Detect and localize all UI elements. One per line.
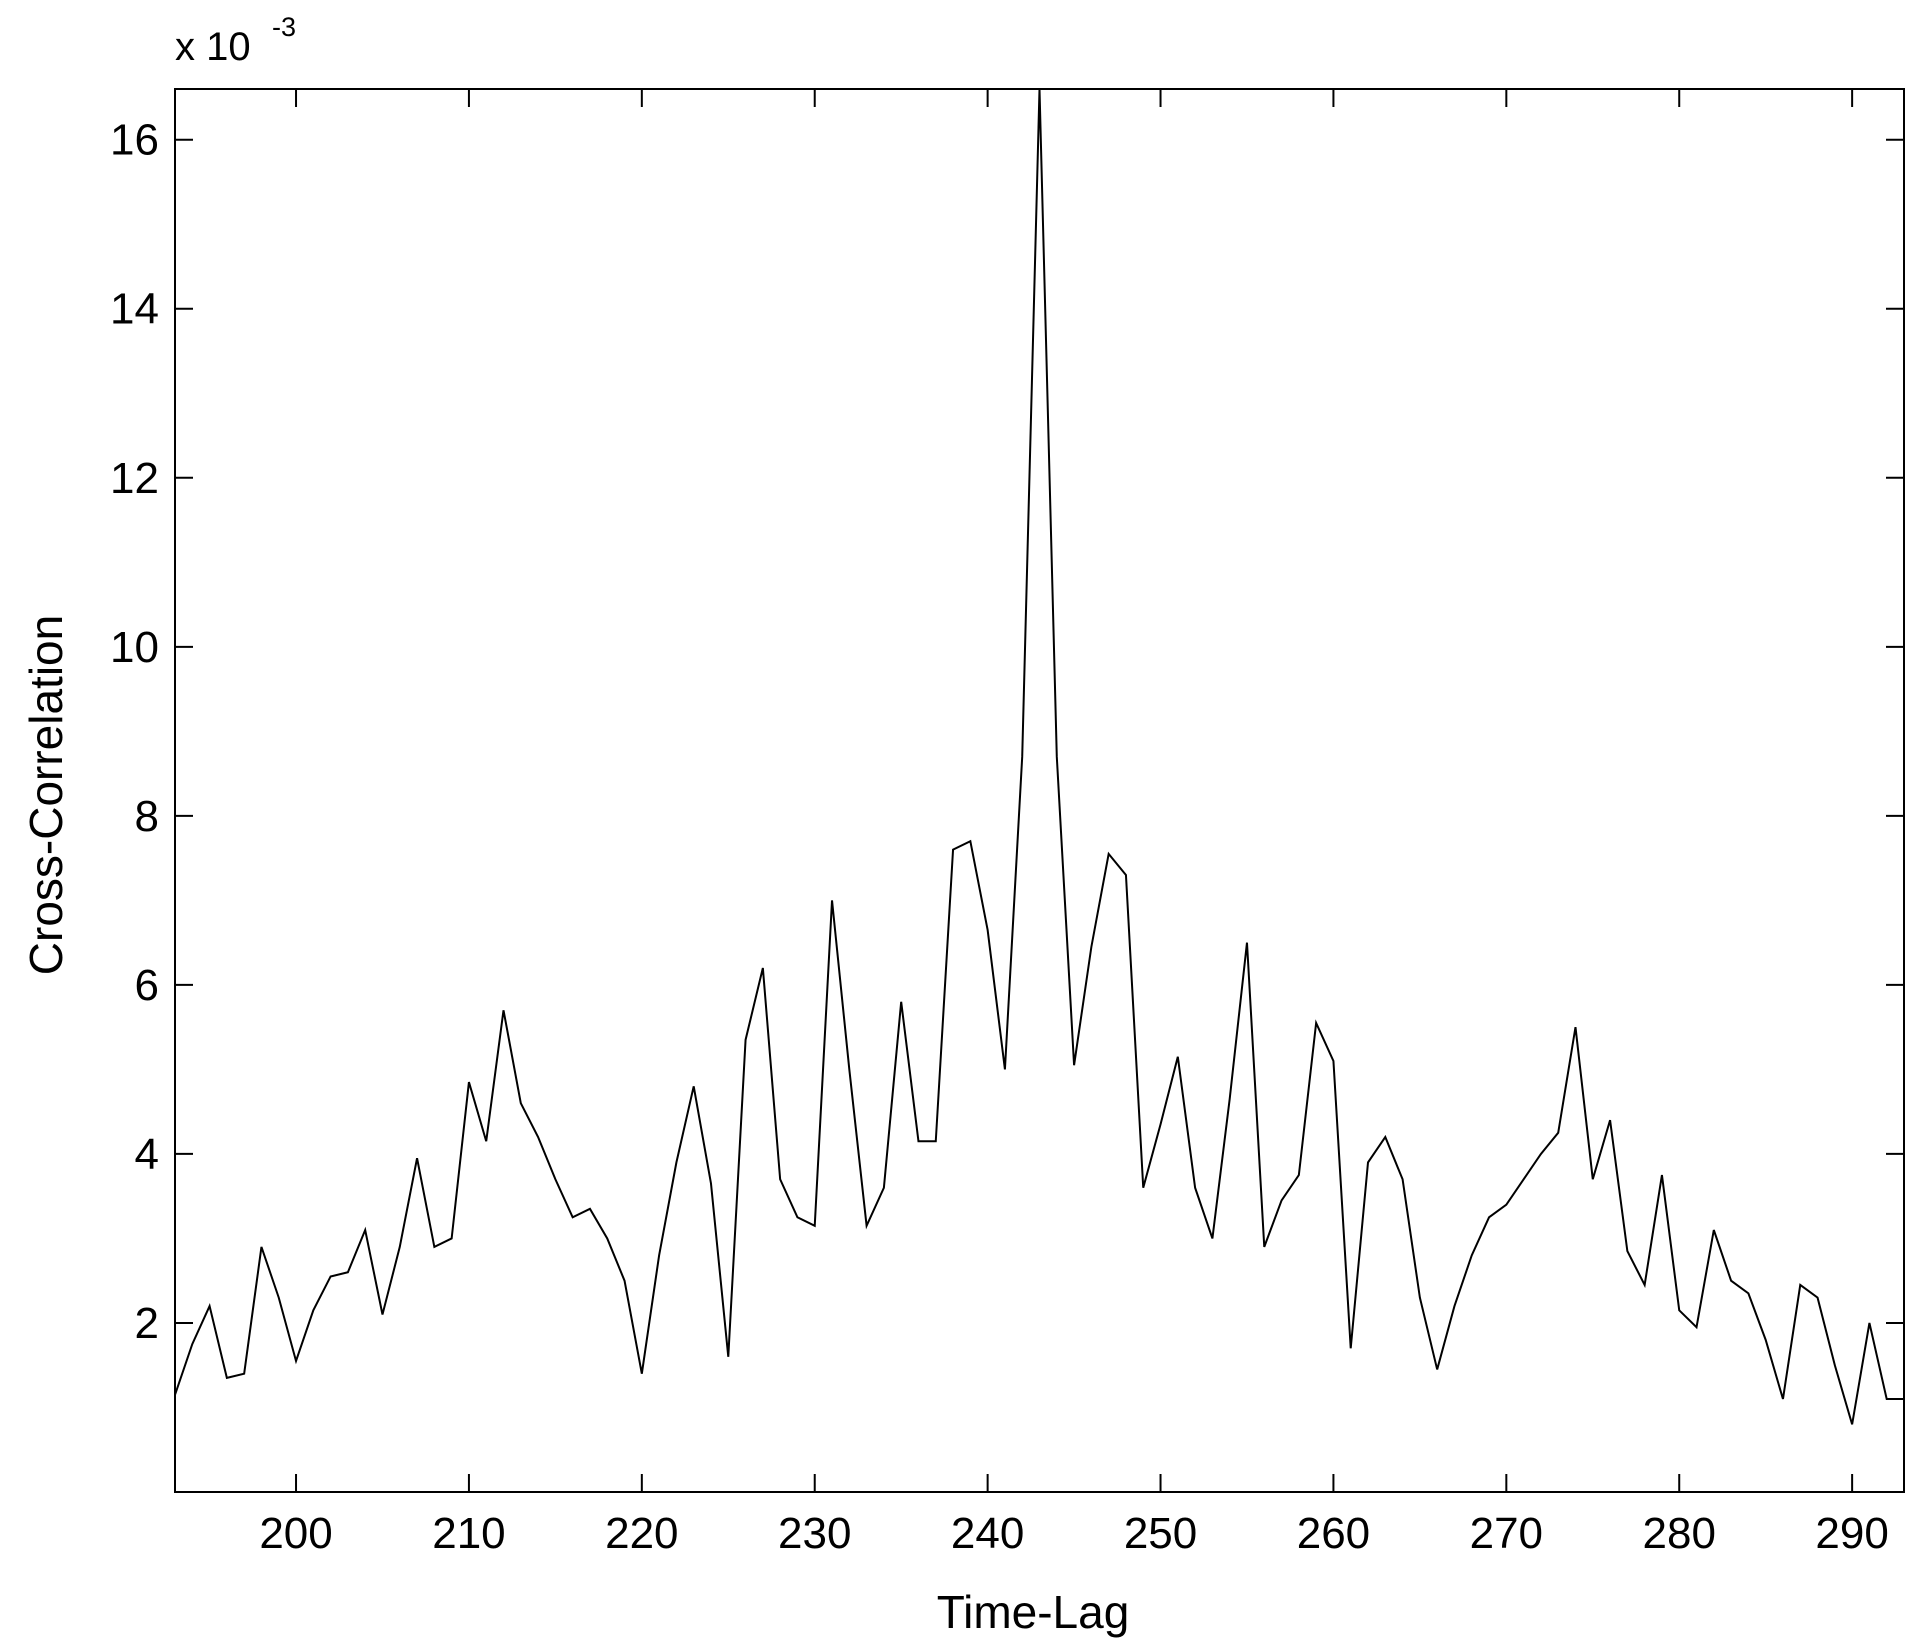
y-exponent: -3 — [272, 12, 296, 42]
y-tick-label: 10 — [110, 623, 159, 672]
x-tick-label: 200 — [259, 1509, 332, 1558]
x-tick-label: 230 — [778, 1509, 851, 1558]
data-line — [174, 88, 1904, 1425]
y-tick-label: 16 — [110, 116, 159, 165]
x-tick-label: 290 — [1815, 1509, 1888, 1558]
x-tick-label: 220 — [605, 1509, 678, 1558]
x-tick-label: 280 — [1643, 1509, 1716, 1558]
x-axis-label: Time-Lag — [937, 1586, 1130, 1638]
x-tick-label: 210 — [432, 1509, 505, 1558]
x-tick-label: 240 — [951, 1509, 1024, 1558]
y-tick-label: 12 — [110, 454, 159, 503]
y-axis-label: Cross-Correlation — [20, 615, 72, 975]
x-tick-label: 260 — [1297, 1509, 1370, 1558]
y-tick-label: 6 — [135, 961, 159, 1010]
y-multiplier: x 10 — [175, 25, 251, 69]
y-tick-label: 2 — [135, 1299, 159, 1348]
x-tick-label: 270 — [1470, 1509, 1543, 1558]
y-tick-label: 4 — [135, 1130, 159, 1179]
y-tick-label: 8 — [135, 792, 159, 841]
x-tick-label: 250 — [1124, 1509, 1197, 1558]
y-tick-label: 14 — [110, 285, 159, 334]
